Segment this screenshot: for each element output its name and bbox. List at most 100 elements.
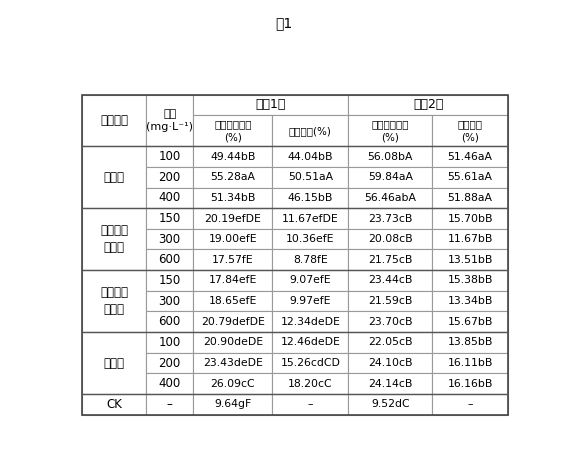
Bar	[146, 167, 193, 187]
Bar	[349, 250, 432, 270]
Text: 23.44cB: 23.44cB	[368, 276, 412, 286]
Text: 17.57fE: 17.57fE	[212, 255, 253, 265]
Bar	[82, 146, 146, 208]
Text: 56.08bA: 56.08bA	[367, 152, 413, 161]
Bar	[432, 353, 508, 373]
Bar	[349, 312, 432, 332]
Text: 药剂名称: 药剂名称	[100, 114, 128, 127]
Text: 55.28aA: 55.28aA	[210, 172, 255, 182]
Bar	[193, 373, 272, 394]
Text: 400: 400	[159, 377, 181, 390]
Text: 9.64gF: 9.64gF	[214, 399, 251, 409]
Bar	[272, 229, 349, 250]
Text: 15.26cdCD: 15.26cdCD	[281, 358, 340, 368]
Text: 22.05cB: 22.05cB	[368, 337, 412, 347]
Bar	[146, 146, 193, 167]
Bar	[272, 353, 349, 373]
Text: 13.85bB: 13.85bB	[447, 337, 493, 347]
Bar	[193, 95, 349, 115]
Text: 9.97efE: 9.97efE	[290, 296, 331, 306]
Text: 20.90deDE: 20.90deDE	[203, 337, 263, 347]
Text: 51.34bB: 51.34bB	[210, 193, 256, 203]
Bar	[432, 229, 508, 250]
Bar	[272, 373, 349, 394]
Text: 12.34deDE: 12.34deDE	[281, 317, 340, 327]
Text: 400: 400	[159, 191, 181, 204]
Bar	[432, 312, 508, 332]
Bar	[432, 394, 508, 414]
Bar	[432, 146, 508, 167]
Bar	[272, 250, 349, 270]
Bar	[432, 167, 508, 187]
Bar	[193, 291, 272, 312]
Text: –: –	[467, 399, 473, 409]
Bar	[272, 270, 349, 291]
Text: 表1: 表1	[275, 17, 292, 31]
Bar	[349, 291, 432, 312]
Bar	[146, 291, 193, 312]
Text: 49.44bB: 49.44bB	[210, 152, 256, 161]
Text: 16.11bB: 16.11bB	[447, 358, 493, 368]
Text: 15.38bB: 15.38bB	[447, 276, 493, 286]
Bar	[146, 250, 193, 270]
Text: 防治效果
(%): 防治效果 (%)	[458, 119, 483, 142]
Bar	[432, 291, 508, 312]
Bar	[193, 208, 272, 229]
Text: 9.07efE: 9.07efE	[290, 276, 331, 286]
Text: 11.67efDE: 11.67efDE	[282, 213, 339, 224]
Bar	[82, 270, 146, 332]
Text: 21.75cB: 21.75cB	[368, 255, 412, 265]
Text: 17.84efE: 17.84efE	[209, 276, 257, 286]
Bar	[146, 95, 193, 146]
Text: 15.70bB: 15.70bB	[447, 213, 493, 224]
Text: 18.65efE: 18.65efE	[209, 296, 257, 306]
Bar	[432, 115, 508, 146]
Bar	[82, 95, 508, 414]
Bar	[272, 394, 349, 414]
Text: 9.52dC: 9.52dC	[371, 399, 409, 409]
Bar	[349, 394, 432, 414]
Text: 150: 150	[159, 274, 181, 287]
Bar	[349, 146, 432, 167]
Text: 可食用果比例
(%): 可食用果比例 (%)	[371, 119, 409, 142]
Text: 16.16bB: 16.16bB	[447, 379, 493, 388]
Text: 15.67bB: 15.67bB	[447, 317, 493, 327]
Bar	[146, 208, 193, 229]
Bar	[193, 146, 272, 167]
Text: 21.59cB: 21.59cB	[368, 296, 412, 306]
Text: 23.73cB: 23.73cB	[368, 213, 412, 224]
Text: 59.84aA: 59.84aA	[368, 172, 413, 182]
Text: 51.46aA: 51.46aA	[447, 152, 493, 161]
Bar	[272, 187, 349, 208]
Text: 46.15bB: 46.15bB	[287, 193, 333, 203]
Bar	[193, 229, 272, 250]
Text: 20.79defDE: 20.79defDE	[201, 317, 265, 327]
Text: 19.00efE: 19.00efE	[209, 234, 257, 244]
Bar	[193, 250, 272, 270]
Text: 13.51bB: 13.51bB	[447, 255, 493, 265]
Text: 300: 300	[159, 233, 181, 245]
Bar	[193, 353, 272, 373]
Bar	[272, 167, 349, 187]
Bar	[82, 332, 146, 394]
Bar	[193, 312, 272, 332]
Text: 8.78fE: 8.78fE	[293, 255, 328, 265]
Bar	[432, 270, 508, 291]
Text: –: –	[167, 398, 173, 411]
Bar	[146, 312, 193, 332]
Bar	[349, 95, 508, 115]
Bar	[82, 95, 146, 146]
Text: 50.51aA: 50.51aA	[288, 172, 333, 182]
Bar	[349, 229, 432, 250]
Bar	[432, 208, 508, 229]
Bar	[146, 353, 193, 373]
Text: 24.14cB: 24.14cB	[368, 379, 412, 388]
Text: 农用硫酸
锹霹素: 农用硫酸 锹霹素	[100, 224, 128, 254]
Text: 20.19efDE: 20.19efDE	[204, 213, 261, 224]
Text: 600: 600	[159, 253, 181, 266]
Bar	[146, 394, 193, 414]
Text: 26.09cC: 26.09cC	[210, 379, 255, 388]
Bar	[146, 229, 193, 250]
Text: 23.70cB: 23.70cB	[368, 317, 412, 327]
Bar	[146, 332, 193, 353]
